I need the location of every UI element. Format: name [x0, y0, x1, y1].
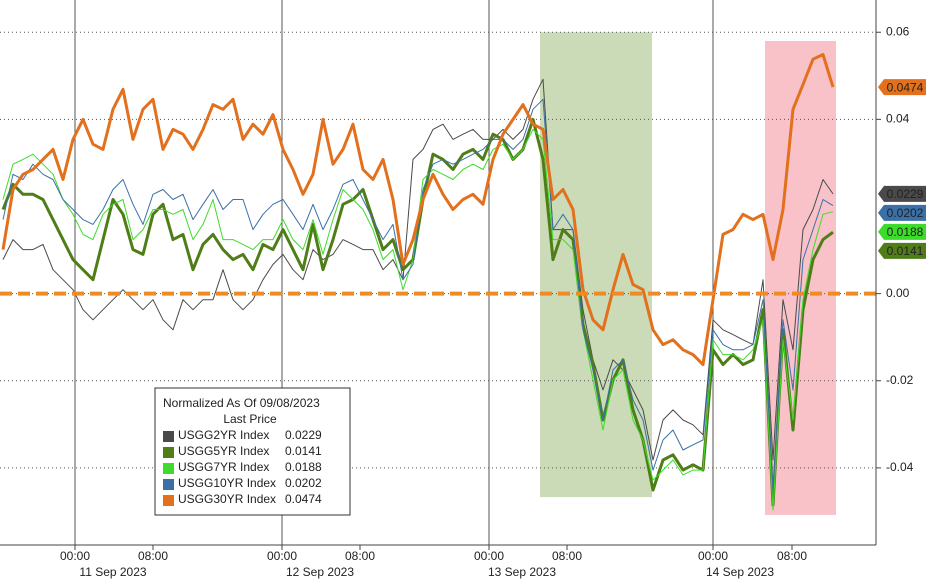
legend-swatch: [163, 479, 174, 490]
series-line: [2, 98, 834, 491]
x-tick-label: 08:00: [345, 549, 375, 563]
legend-label: USGG2YR Index: [178, 428, 269, 442]
badge-label: 0.0474: [887, 80, 924, 94]
last-value-badge: 0.0202: [878, 204, 926, 221]
x-day-label: 13 Sep 2023: [488, 565, 556, 579]
legend-title: Normalized As Of 09/08/2023: [163, 396, 320, 410]
x-tick-label: 00:00: [698, 549, 728, 563]
badge-shape: [878, 79, 926, 96]
last-value-badge: 0.0229: [878, 185, 926, 202]
badge-shape: [878, 223, 926, 240]
x-tick-label: 00:00: [267, 549, 297, 563]
last-value-badge: 0.0188: [878, 223, 926, 240]
series-line: [1, 53, 835, 367]
last-value-badge: 0.0141: [878, 242, 926, 259]
x-tick-label: 00:00: [60, 549, 90, 563]
plot-back: [0, 0, 876, 545]
x-day-label: 11 Sep 2023: [79, 565, 146, 579]
x-tick-label: 00:00: [474, 549, 504, 563]
x-day-label: 14 Sep 2023: [706, 565, 774, 579]
x-day-label: 12 Sep 2023: [286, 565, 354, 579]
badge-label: 0.0141: [887, 244, 924, 258]
x-tick-label: 08:00: [138, 549, 168, 563]
y-tick-label: -0.04: [886, 460, 914, 474]
last-value-badge: 0.0474: [878, 79, 926, 96]
x-tick-label: 08:00: [552, 549, 582, 563]
badge-label: 0.0202: [887, 206, 924, 220]
legend-value: 0.0474: [285, 492, 322, 506]
legend-value: 0.0229: [285, 428, 322, 442]
legend: Normalized As Of 09/08/2023 Last Price USG…: [154, 387, 351, 516]
y-tick-label: 0.06: [886, 24, 910, 38]
legend-swatch: [163, 463, 174, 474]
y-tick-label: 0.04: [886, 112, 910, 126]
legend-swatch: [163, 431, 174, 442]
badge-shape: [878, 204, 926, 221]
badge-shape: [878, 242, 926, 259]
badge-shape: [878, 185, 926, 202]
legend-label: USGG5YR Index: [178, 444, 269, 458]
y-tick-label: -0.02: [886, 373, 914, 387]
legend-value: 0.0141: [285, 444, 322, 458]
series-line: [2, 78, 834, 461]
legend-value: 0.0202: [285, 476, 322, 490]
legend-label: USGG10YR Index: [178, 476, 276, 490]
legend-subtitle: Last Price: [223, 412, 277, 426]
legend-swatch: [163, 447, 174, 458]
legend-label: USGG7YR Index: [178, 460, 269, 474]
legend-swatch: [163, 495, 174, 506]
y-tick-label: 0.00: [886, 286, 910, 300]
x-tick-label: 08:00: [777, 549, 807, 563]
legend-value: 0.0188: [285, 460, 322, 474]
badge-label: 0.0188: [887, 225, 924, 239]
plot-lines: [1, 53, 835, 511]
legend-label: USGG30YR Index: [178, 492, 276, 506]
badge-label: 0.0229: [887, 187, 924, 201]
legend-box: [154, 387, 351, 516]
highlight-region: [540, 32, 652, 498]
